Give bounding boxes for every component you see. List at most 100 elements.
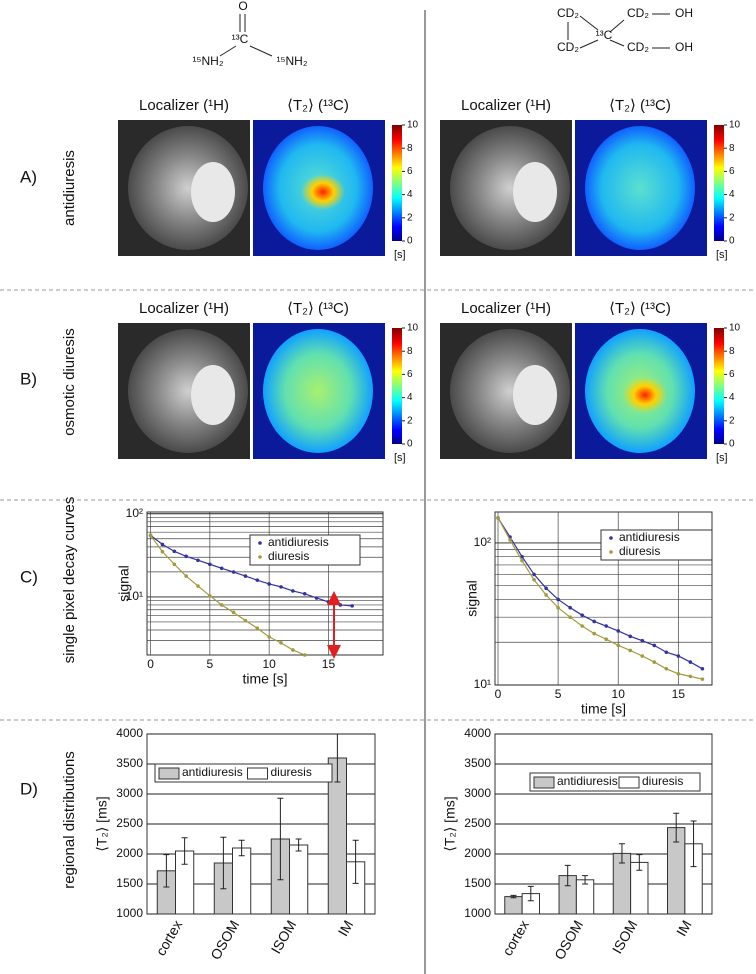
colorbar — [714, 328, 724, 444]
data-point — [580, 613, 584, 617]
x-axis-label: time [s] — [581, 701, 626, 717]
y-tick-label: 3000 — [116, 786, 143, 800]
colorbar-unit: [s] — [394, 452, 406, 464]
legend-swatch — [247, 767, 268, 780]
data-point — [172, 549, 177, 554]
y-tick-label: 1500 — [464, 876, 491, 890]
error-bar — [334, 733, 341, 783]
image-title: ⟨T₂⟩ (¹³C) — [287, 97, 349, 114]
error-bar — [564, 864, 571, 887]
row-letter: C) — [20, 567, 38, 586]
colorbar-label: 6 — [729, 369, 735, 380]
data-point — [592, 631, 596, 636]
x-tick-label: 5 — [207, 657, 214, 671]
colorbar-unit: [s] — [716, 249, 728, 261]
error-bar — [181, 837, 188, 865]
data-point — [664, 650, 669, 655]
data-point — [314, 596, 319, 600]
data-point — [148, 533, 153, 538]
x-tick-label: 0 — [495, 687, 502, 701]
x-tick-label: cortex — [499, 917, 532, 958]
legend-marker — [258, 555, 262, 559]
x-tick-label: ISOM — [609, 917, 641, 956]
error-bar — [690, 820, 697, 868]
data-point — [279, 641, 283, 645]
data-point — [604, 624, 609, 628]
x-tick-label: ISOM — [268, 917, 300, 956]
row-label: antidiuresis — [61, 150, 78, 226]
colorbar-label: 4 — [729, 392, 735, 403]
colorbar-label: 2 — [729, 212, 735, 223]
data-point — [640, 654, 645, 658]
legend-label: antidiuresis — [557, 774, 618, 788]
kidney-pelvis — [191, 365, 235, 425]
data-point — [544, 593, 548, 597]
colorbar-unit: [s] — [394, 249, 406, 261]
y-axis-label: signal — [464, 580, 480, 617]
x-tick-label: cortex — [152, 917, 185, 958]
y-tick-label: 2000 — [464, 846, 491, 860]
error-bar — [510, 894, 517, 899]
kidney-pelvis — [513, 365, 557, 425]
data-point — [267, 582, 271, 586]
colorbar-label: 2 — [407, 415, 413, 426]
data-point — [532, 572, 536, 577]
data-point — [700, 667, 705, 671]
data-point — [556, 597, 560, 602]
atom-label: ¹⁵NH₂ — [193, 54, 224, 68]
x-tick-label: 15 — [322, 657, 336, 671]
legend-label: diuresis — [619, 544, 660, 558]
y-axis-label: signal — [116, 565, 132, 602]
colorbar-label: 4 — [729, 189, 735, 200]
data-point — [350, 604, 354, 608]
colorbar-label: 0 — [729, 236, 735, 247]
row-label: regional distributions — [61, 751, 78, 889]
error-bar — [163, 854, 170, 888]
colorbar-label: 4 — [407, 392, 413, 403]
data-point — [616, 629, 621, 633]
colorbar-label: 8 — [407, 346, 413, 357]
data-point — [652, 643, 657, 648]
data-point — [326, 600, 331, 604]
colorbar-label: 6 — [407, 369, 413, 380]
data-point — [640, 638, 645, 643]
atom-label: O — [238, 0, 247, 13]
data-point — [291, 589, 295, 593]
error-bar — [295, 838, 302, 852]
error-bar — [238, 839, 245, 857]
series-line — [497, 517, 703, 670]
colorbar-label: 0 — [407, 439, 413, 450]
data-point — [652, 660, 657, 664]
error-bar — [527, 885, 534, 902]
atom-label: OH — [675, 6, 693, 20]
legend-label: diuresis — [268, 549, 309, 563]
hot-spot — [623, 377, 667, 413]
legend-label: diuresis — [642, 774, 683, 788]
y-tick-label: 1500 — [116, 876, 143, 890]
data-point — [160, 542, 165, 547]
colorbar-label: 10 — [407, 323, 419, 334]
image-title: Localizer (¹H) — [139, 300, 229, 317]
data-point — [208, 594, 212, 598]
bar — [575, 879, 595, 915]
bar — [504, 896, 523, 915]
data-point — [184, 574, 188, 578]
data-point — [532, 577, 536, 582]
y-tick-label: 1000 — [464, 906, 491, 920]
atom-label: CD₂ — [627, 6, 649, 20]
legend-label: antidiuresis — [619, 530, 680, 544]
data-point — [196, 584, 200, 588]
data-point — [520, 558, 524, 563]
data-point — [255, 626, 260, 631]
y-tick-label: 2500 — [464, 816, 491, 830]
data-point — [243, 618, 248, 623]
error-bar — [673, 812, 680, 843]
data-point — [219, 566, 224, 571]
data-point — [196, 558, 200, 563]
row-letter: D) — [20, 779, 38, 798]
data-point — [544, 586, 548, 590]
error-bar — [636, 854, 643, 871]
data-point — [676, 654, 681, 658]
error-bar — [582, 875, 589, 885]
